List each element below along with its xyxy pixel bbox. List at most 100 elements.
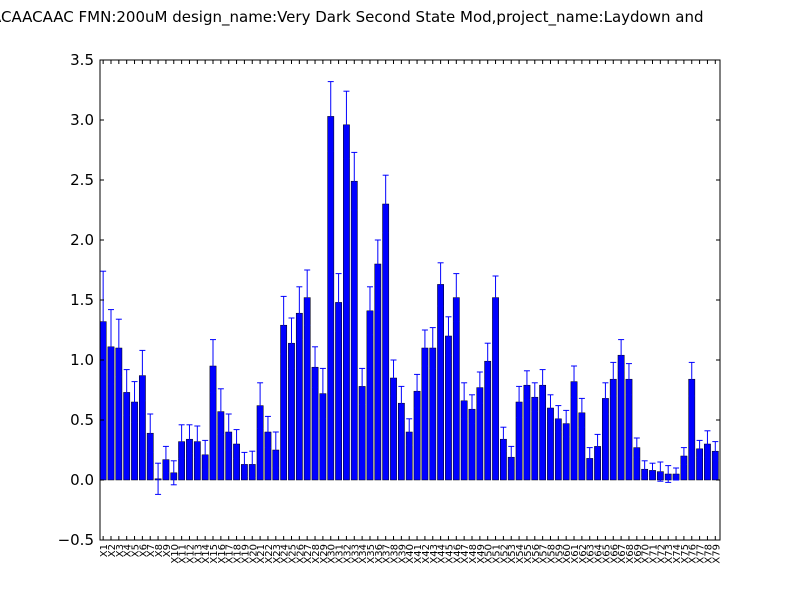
error-bar-X18	[233, 429, 240, 459]
error-bar-X2	[107, 309, 114, 385]
x-tick-label: X57	[539, 544, 550, 564]
x-tick-label: X74	[672, 544, 683, 564]
x-tick-label: X31	[335, 544, 346, 564]
error-bar-X9	[162, 445, 169, 474]
error-bar-X64	[594, 433, 601, 459]
error-bar-X47	[461, 382, 468, 420]
x-tick-label: X16	[217, 544, 228, 564]
error-bar-X15	[210, 339, 217, 393]
error-bar-X54	[516, 385, 523, 419]
error-bar-X79	[712, 441, 719, 462]
x-tick-label: X53	[507, 544, 518, 564]
error-bar-X77	[696, 439, 703, 458]
x-tick-label: X34	[358, 544, 369, 564]
bar-X30	[327, 116, 335, 481]
x-tick-label: X52	[499, 544, 510, 564]
x-tick-label: X2	[107, 544, 118, 557]
error-bar-X66	[610, 361, 617, 397]
x-tick-label: X35	[366, 544, 377, 564]
x-tick-label: X75	[680, 544, 691, 564]
x-tick-label: X32	[342, 544, 353, 564]
error-bar-X62	[578, 397, 585, 428]
x-tick-label: X20	[248, 544, 259, 564]
error-bar-X60	[563, 409, 570, 438]
y-axis: −0.5 0.0 0.5 1.0 1.5 2.0 2.5 3.0 3.5	[58, 51, 720, 549]
error-bar-X20	[249, 450, 256, 479]
x-tick-label: X30	[327, 544, 338, 564]
x-tick-label: X38	[390, 544, 401, 564]
error-bar-X36	[374, 239, 381, 289]
error-bar-X25	[288, 317, 295, 369]
error-bar-X74	[673, 467, 680, 481]
x-tick-label: X25	[287, 544, 298, 564]
bar-X42	[421, 347, 429, 481]
x-tick-label: X58	[546, 544, 557, 564]
bar-X44	[437, 284, 444, 481]
x-tick-label: X67	[617, 544, 628, 564]
error-bar-X29	[319, 367, 326, 420]
x-tick-label: X43	[429, 544, 440, 564]
x-tick-label: X14	[201, 544, 212, 564]
error-bar-X75	[680, 447, 687, 465]
x-tick-label: X37	[382, 544, 393, 564]
error-bar-X61	[571, 365, 578, 398]
error-bar-X39	[398, 385, 405, 421]
error-bar-X5	[131, 381, 138, 423]
bar-X36	[374, 263, 382, 481]
y-tick-label: 0.5	[70, 411, 94, 429]
x-tick-label: X36	[374, 544, 385, 564]
bar-X45	[445, 335, 452, 481]
error-bar-X4	[123, 369, 130, 416]
error-bar-X57	[539, 369, 546, 402]
x-tick-label: X19	[240, 544, 251, 564]
error-bar-X46	[453, 273, 460, 323]
x-tick-label: X21	[256, 544, 267, 564]
error-bar-X21	[257, 382, 264, 429]
y-tick-label: 0.0	[70, 471, 94, 489]
x-tick-label: X40	[405, 544, 416, 564]
error-bar-X55	[523, 370, 530, 401]
error-bar-X23	[272, 431, 279, 469]
error-bar-X73	[665, 465, 672, 483]
error-bar-X72	[657, 461, 664, 482]
error-bar-X43	[429, 327, 436, 369]
x-tick-label: X22	[264, 544, 275, 564]
x-tick-label: X29	[319, 544, 330, 564]
error-bar-X32	[343, 90, 350, 159]
x-tick-label: X24	[280, 544, 291, 564]
x-tick-label: X73	[664, 544, 675, 564]
x-tick-label: X41	[413, 544, 424, 564]
error-bar-X58	[547, 394, 554, 422]
error-bar-X37	[382, 174, 389, 234]
error-bar-X35	[366, 286, 373, 336]
x-tick-label: X10	[170, 544, 181, 564]
x-tick-label: X28	[311, 544, 322, 564]
error-bar-X49	[476, 371, 483, 404]
x-tick-label: X72	[656, 544, 667, 564]
x-tick-label: X56	[531, 544, 542, 564]
error-bar-X59	[555, 405, 562, 433]
error-bar-X11	[178, 424, 185, 459]
x-tick-label: X65	[601, 544, 612, 564]
error-bar-X67	[618, 339, 625, 372]
y-tick-label: 2.5	[70, 171, 94, 189]
y-tick-label: 3.0	[70, 111, 94, 129]
x-tick-label: X59	[554, 544, 565, 564]
error-bar-X48	[469, 394, 475, 425]
y-tick-label: −0.5	[58, 531, 94, 549]
error-bar-X28	[312, 346, 319, 389]
chart-title: ACAACAAC FMN:200uM design_name:Very Dark…	[0, 8, 704, 26]
error-bar-X6	[139, 349, 146, 402]
x-tick-label: X76	[688, 544, 699, 564]
error-bar-X44	[437, 262, 444, 307]
error-bar-X56	[531, 382, 538, 413]
y-tick-label: 1.5	[70, 291, 94, 309]
x-tick-label: X39	[397, 544, 408, 564]
error-bar-X69	[633, 437, 640, 458]
x-tick-label: X12	[185, 544, 196, 564]
error-bar-X78	[704, 430, 711, 458]
bar-X67	[617, 354, 625, 481]
x-tick-label: X66	[609, 544, 620, 564]
bar-X35	[366, 310, 374, 481]
bars-layer	[99, 116, 719, 481]
